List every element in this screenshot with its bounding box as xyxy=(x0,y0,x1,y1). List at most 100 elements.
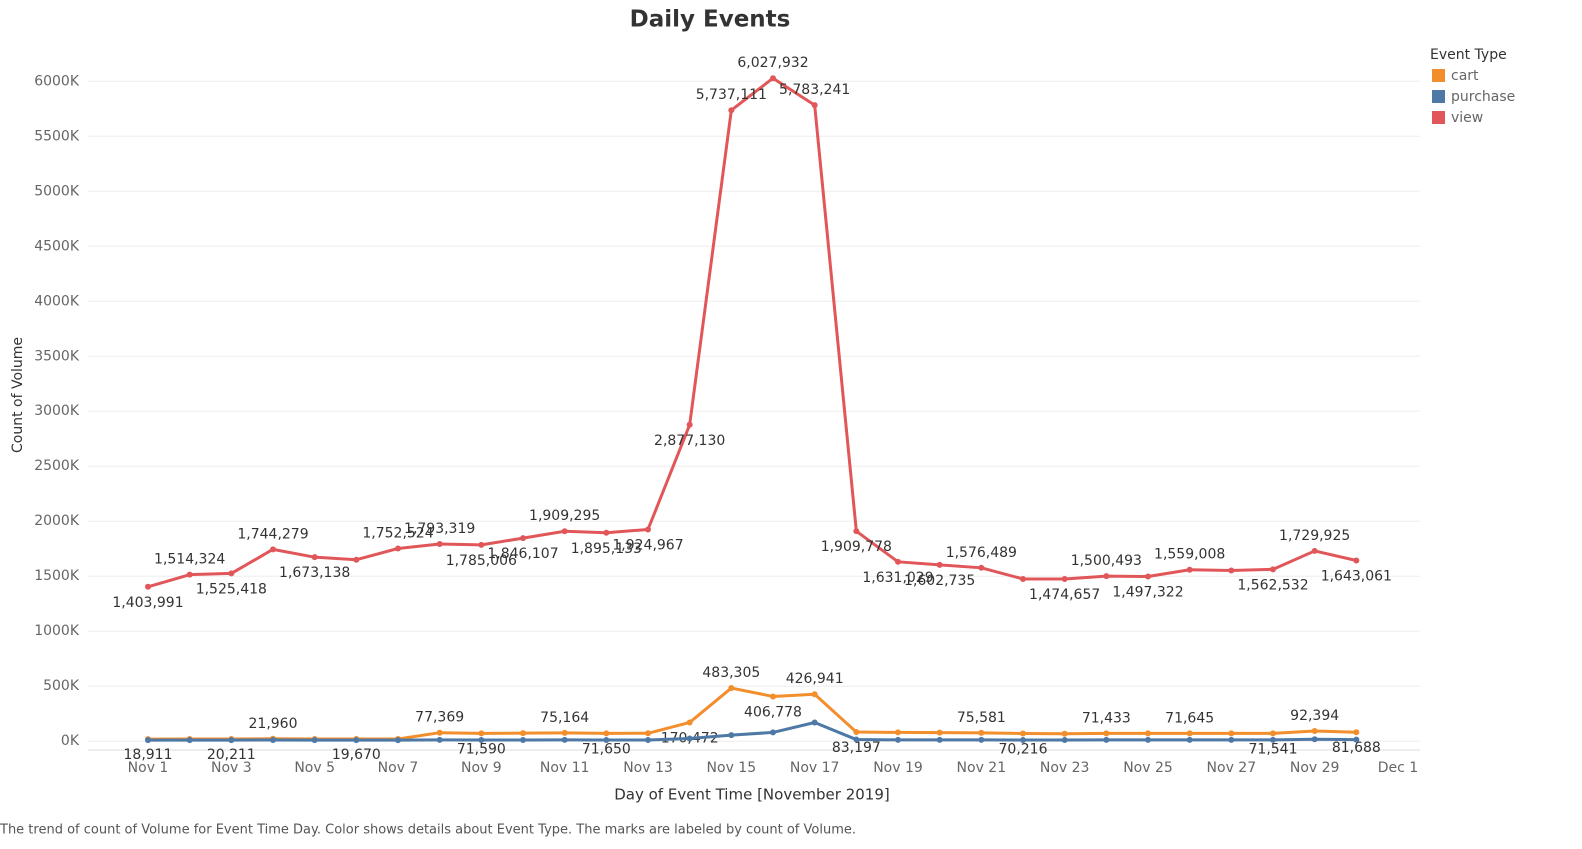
data-point xyxy=(1061,736,1068,743)
data-point xyxy=(1061,576,1068,583)
x-tick-label: Nov 7 xyxy=(378,760,419,776)
data-point xyxy=(520,730,526,737)
data-label: 483,305 xyxy=(702,665,760,681)
y-tick-label: 2000K xyxy=(34,513,80,529)
data-label: 1,895,133 xyxy=(571,541,642,557)
y-tick-label: 3500K xyxy=(34,348,80,364)
data-point xyxy=(270,736,276,743)
y-tick-label: 500K xyxy=(43,678,80,694)
data-label: 70,216 xyxy=(999,741,1048,757)
data-point xyxy=(770,693,776,700)
data-point xyxy=(561,729,568,736)
y-tick-label: 6000K xyxy=(34,73,80,89)
data-point xyxy=(145,583,151,590)
data-label: 1,785,006 xyxy=(446,553,517,569)
data-point xyxy=(728,732,735,739)
data-label: 1,514,324 xyxy=(154,552,225,568)
data-point xyxy=(1270,730,1276,737)
x-tick-label: Nov 9 xyxy=(461,760,502,776)
data-point xyxy=(770,729,776,736)
data-point xyxy=(436,729,443,736)
data-point xyxy=(1145,573,1151,580)
data-point xyxy=(353,737,360,744)
legend-label: view xyxy=(1451,110,1483,126)
data-label: 92,394 xyxy=(1290,708,1339,724)
data-point xyxy=(1186,736,1193,743)
data-point xyxy=(395,737,401,744)
data-point xyxy=(520,736,526,743)
data-point xyxy=(1353,729,1360,736)
data-point xyxy=(186,571,193,578)
legend-swatch xyxy=(1432,111,1445,124)
x-tick-label: Nov 1 xyxy=(128,760,169,776)
data-point xyxy=(1228,736,1235,743)
data-label: 1,403,991 xyxy=(112,595,183,611)
data-point xyxy=(936,729,943,736)
data-point xyxy=(1103,736,1110,743)
data-point xyxy=(270,546,276,553)
legend-label: cart xyxy=(1451,68,1479,84)
data-point xyxy=(770,75,776,82)
data-point xyxy=(978,564,985,571)
x-tick-label: Nov 19 xyxy=(873,760,923,776)
x-tick-label: Nov 25 xyxy=(1123,760,1173,776)
data-point xyxy=(1228,730,1235,737)
data-point xyxy=(1311,728,1318,735)
data-point xyxy=(311,737,318,744)
data-point xyxy=(1311,547,1318,554)
y-tick-label: 1500K xyxy=(34,568,80,584)
data-point xyxy=(1311,736,1318,743)
data-point xyxy=(686,735,693,742)
x-tick-label: Nov 17 xyxy=(790,760,840,776)
data-label: 1,497,322 xyxy=(1112,585,1183,601)
y-tick-label: 1000K xyxy=(34,623,80,639)
legend-swatch xyxy=(1432,90,1445,103)
data-point xyxy=(311,554,318,561)
y-tick-label: 5500K xyxy=(34,128,80,144)
data-label: 1,924,967 xyxy=(612,537,683,553)
data-point xyxy=(1020,730,1026,737)
data-label: 71,650 xyxy=(582,741,631,757)
data-label: 1,500,493 xyxy=(1071,553,1142,569)
data-point xyxy=(353,556,360,563)
data-point xyxy=(520,535,526,542)
y-tick-label: 5000K xyxy=(34,183,80,199)
data-point xyxy=(1020,736,1026,743)
data-label: 1,602,735 xyxy=(904,573,975,589)
x-tick-label: Nov 23 xyxy=(1040,760,1090,776)
x-tick-label: Nov 29 xyxy=(1290,760,1340,776)
data-label: 5,737,111 xyxy=(696,87,767,103)
data-point xyxy=(478,541,485,548)
data-point xyxy=(853,528,860,535)
data-label: 75,581 xyxy=(957,710,1006,726)
data-label: 71,590 xyxy=(457,741,506,757)
data-point xyxy=(1270,566,1276,573)
series-line xyxy=(147,76,1357,589)
data-label: 1,525,418 xyxy=(196,581,267,597)
y-tick-label: 3000K xyxy=(34,403,80,419)
data-point xyxy=(895,558,901,565)
data-label: 1,559,008 xyxy=(1154,547,1225,563)
data-point xyxy=(1186,566,1193,573)
data-point xyxy=(436,540,443,547)
data-label: 1,744,279 xyxy=(237,526,308,542)
data-point xyxy=(478,736,485,743)
data-point xyxy=(561,736,568,743)
y-tick-label: 4000K xyxy=(34,293,80,309)
caption: The trend of count of Volume for Event T… xyxy=(0,823,856,838)
data-point xyxy=(1186,730,1193,737)
data-point xyxy=(1103,730,1110,737)
data-label: 1,729,925 xyxy=(1279,528,1350,544)
data-label: 426,941 xyxy=(786,671,844,687)
data-point xyxy=(686,719,693,726)
data-point xyxy=(1061,730,1068,737)
data-label: 2,877,130 xyxy=(654,433,725,449)
y-tick-label: 4500K xyxy=(34,238,80,254)
legend-label: purchase xyxy=(1451,89,1515,105)
legend-swatch xyxy=(1432,69,1445,82)
x-tick-label: Dec 1 xyxy=(1378,760,1418,776)
data-label: 1,793,319 xyxy=(404,521,475,537)
series-line xyxy=(148,721,1357,742)
x-tick-label: Nov 21 xyxy=(957,760,1007,776)
data-label: 20,211 xyxy=(207,747,256,763)
